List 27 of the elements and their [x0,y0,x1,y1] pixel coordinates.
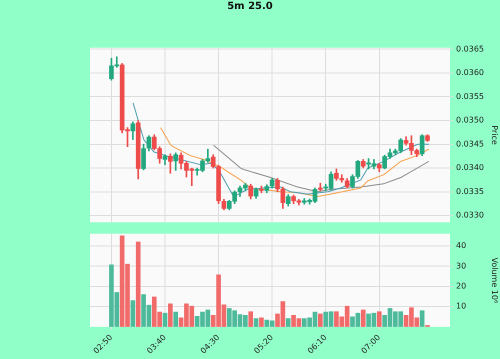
bar [168,304,173,327]
y-axis-title: Price [490,125,500,145]
chart-title: 5m 25.0 [226,1,274,12]
bar [360,310,366,327]
y-tick-label: 30 [456,261,466,270]
y-tick-label: 40 [456,241,466,250]
bar [259,317,264,327]
bar [173,312,178,327]
bar [318,314,323,327]
y-tick-label: 0.0365 [456,44,484,54]
y-axis-title: Volume 10⁶ [490,258,500,304]
bar [420,310,424,327]
bar [162,312,168,327]
bar [130,300,136,327]
bar [254,318,258,327]
y-tick-label: 0.0345 [456,139,484,148]
y-tick-label: 10 [456,302,466,311]
bar [248,311,254,327]
y-tick-label: 0.0335 [456,186,484,196]
y-tick-label: 0.0350 [456,116,484,125]
bar [136,242,141,327]
y-tick-label: 0.0360 [456,68,484,78]
y-tick-label: 20 [456,282,466,291]
y-tick-label: 0.0330 [456,210,484,220]
bar [376,311,382,327]
y-tick-label: 0.0340 [456,163,484,172]
y-tick-label: 0.0355 [456,92,484,101]
